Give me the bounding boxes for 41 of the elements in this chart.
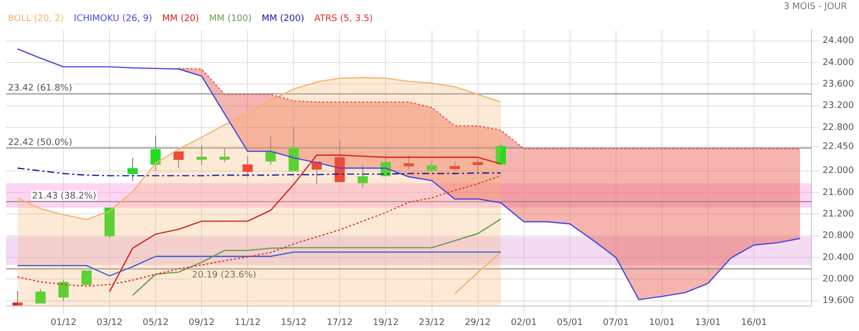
text: ATRS (5, 3.5) [314, 14, 373, 24]
y-tick-label: 20.400 [822, 252, 854, 263]
y-tick-label: 24.000 [822, 58, 854, 68]
ref-line-label: 23.42 (61.8%) [8, 84, 72, 94]
ref-line-label: 21.43 (38.2%) [32, 192, 96, 202]
x-tick-label: 10/01 [648, 318, 675, 328]
line-series [178, 68, 801, 150]
y-tick-label: 23.600 [822, 80, 854, 90]
x-tick-label: 03/12 [96, 318, 123, 328]
y-tick-label: 19.600 [822, 296, 854, 306]
y-tick-label: 22.800 [822, 122, 854, 133]
y-tick-label: 24.400 [822, 36, 854, 46]
x-tick-label: 05/12 [142, 318, 169, 328]
ref-line-label: 20.19 (23.6%) [192, 270, 256, 281]
x-tick-label: 16/01 [741, 318, 767, 328]
x-tick-label: 19/12 [372, 318, 399, 328]
ref-line-label: 22.42 (50.0%) [8, 138, 72, 148]
x-tick-label: 05/01 [556, 318, 583, 328]
chart-title: 3 MOIS - JOUR [784, 2, 847, 12]
y-tick-label: 22.450 [822, 142, 854, 152]
x-tick-label: 23/12 [418, 318, 445, 328]
x-tick-label: 01/12 [50, 318, 77, 328]
text: MM (100) [209, 14, 252, 24]
y-tick-label: 20.800 [822, 231, 854, 242]
y-tick-label: 22.000 [822, 166, 854, 176]
text: MM (20) [162, 14, 200, 24]
y-tick-label: 21.600 [822, 188, 854, 198]
x-tick-label: 11/12 [234, 318, 261, 328]
text: ICHIMOKU (26, 9) [74, 14, 152, 24]
x-tick-label: 29/12 [464, 318, 491, 328]
x-tick-label: 13/01 [694, 318, 721, 328]
x-tick-label: 07/01 [602, 318, 629, 328]
y-tick-label: 21.200 [822, 209, 854, 220]
x-tick-label: 17/12 [326, 318, 353, 328]
x-tick-label: 15/12 [280, 318, 307, 328]
text: BOLL (20, 2) [8, 14, 64, 24]
y-tick-label: 20.000 [822, 274, 854, 284]
text: MM (200) [262, 14, 304, 24]
x-tick-label: 09/12 [188, 318, 215, 328]
y-tick-label: 23.200 [822, 101, 854, 112]
x-tick-label: 02/01 [510, 318, 537, 328]
